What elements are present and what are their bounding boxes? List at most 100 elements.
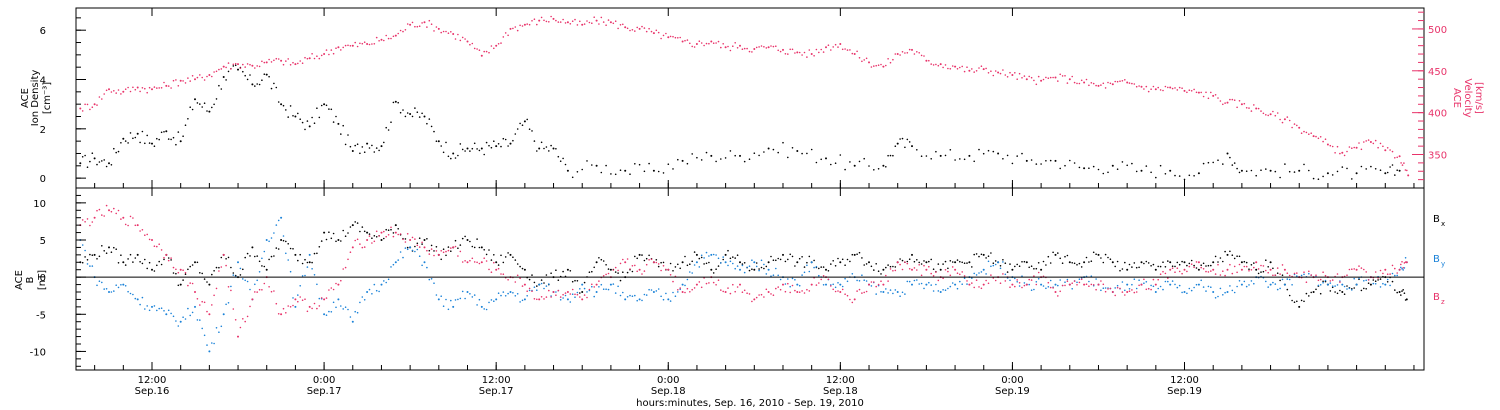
data-point: [873, 269, 875, 271]
data-point: [1021, 152, 1023, 155]
data-point: [571, 288, 574, 291]
data-point: [877, 270, 880, 273]
data-point: [1355, 172, 1358, 175]
data-point: [380, 239, 383, 241]
data-point: [906, 280, 909, 283]
data-point: [306, 57, 309, 60]
data-point: [246, 252, 249, 255]
data-point: [555, 291, 557, 293]
data-point: [191, 264, 194, 266]
data-point: [1159, 273, 1162, 276]
data-point: [471, 42, 474, 45]
data-point: [794, 52, 796, 54]
data-point: [724, 261, 727, 264]
data-point: [1126, 164, 1128, 167]
data-point: [1131, 162, 1133, 165]
data-point: [163, 258, 165, 261]
data-point: [1351, 178, 1353, 180]
data-point: [763, 263, 765, 266]
data-point: [916, 51, 918, 53]
data-point: [368, 233, 371, 235]
data-point: [665, 32, 667, 35]
data-point: [1281, 274, 1284, 277]
data-point: [1016, 155, 1018, 157]
data-point: [473, 261, 476, 263]
data-point: [1386, 278, 1389, 281]
data-point: [249, 305, 251, 308]
data-point: [423, 239, 426, 241]
data-point: [349, 145, 352, 148]
data-point: [450, 250, 452, 252]
data-point: [120, 93, 122, 95]
data-point: [751, 300, 753, 303]
data-point: [1092, 82, 1095, 85]
data-point: [469, 150, 471, 152]
data-point: [297, 62, 299, 65]
data-point: [1088, 167, 1090, 169]
data-point: [354, 144, 357, 147]
data-point: [581, 283, 584, 286]
data-point: [928, 281, 930, 284]
data-point: [896, 142, 899, 145]
data-point: [1240, 103, 1243, 106]
data-point: [1126, 268, 1129, 271]
data-point: [211, 304, 213, 306]
data-point: [1331, 279, 1334, 281]
data-point: [806, 288, 808, 291]
data-point: [760, 259, 763, 262]
data-point: [313, 252, 316, 255]
data-point: [122, 90, 125, 93]
data-point: [657, 265, 660, 268]
data-point: [1114, 80, 1116, 83]
data-point: [361, 42, 364, 45]
data-point: [937, 64, 940, 67]
data-point: [406, 233, 409, 235]
data-point: [853, 53, 856, 55]
data-point: [478, 246, 481, 249]
data-point: [789, 48, 791, 51]
data-point: [942, 277, 944, 280]
data-point: [734, 267, 736, 270]
data-point: [1126, 81, 1129, 84]
data-point: [480, 305, 483, 308]
data-point: [414, 238, 416, 240]
data-point: [1119, 287, 1121, 290]
data-point: [1138, 85, 1140, 87]
data-point: [206, 344, 208, 346]
data-point: [875, 285, 877, 288]
data-point: [194, 78, 196, 81]
data-point: [1358, 142, 1360, 144]
data-point: [908, 268, 911, 270]
data-point: [669, 262, 672, 265]
data-point: [882, 268, 885, 271]
data-point: [574, 279, 576, 282]
data-point: [225, 264, 227, 267]
data-point: [1188, 265, 1191, 268]
data-point: [559, 160, 562, 162]
data-point: [992, 264, 995, 267]
data-point: [614, 292, 617, 294]
data-point: [320, 297, 323, 299]
data-point: [1360, 148, 1363, 151]
data-point: [954, 65, 957, 68]
data-point: [1346, 167, 1348, 170]
data-point: [1343, 154, 1346, 157]
data-point: [1245, 170, 1248, 172]
data-point: [1073, 280, 1076, 282]
data-point: [265, 61, 268, 64]
data-point: [478, 149, 481, 152]
data-point: [459, 244, 462, 246]
data-point: [318, 116, 321, 119]
ytick-right-label: 400: [1428, 109, 1447, 120]
data-point: [1279, 287, 1281, 290]
data-point: [887, 58, 889, 60]
data-point: [347, 258, 349, 261]
data-point: [437, 140, 440, 143]
data-point: [373, 151, 376, 153]
data-point: [426, 249, 428, 252]
data-point: [913, 267, 916, 269]
data-point: [1178, 175, 1181, 177]
data-point: [404, 29, 407, 31]
data-point: [165, 84, 168, 87]
data-point: [1250, 269, 1253, 271]
